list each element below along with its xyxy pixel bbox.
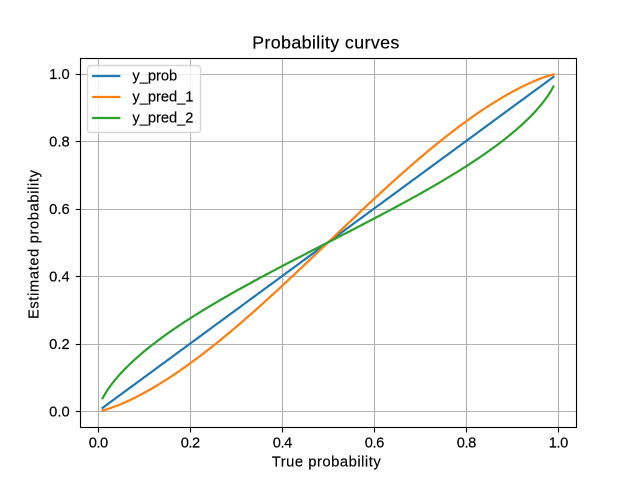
svg-text:0.6: 0.6 (49, 202, 70, 218)
svg-text:0.4: 0.4 (49, 270, 70, 286)
svg-text:0.0: 0.0 (49, 405, 70, 421)
svg-text:0.2: 0.2 (49, 337, 70, 353)
svg-text:0.8: 0.8 (49, 134, 70, 150)
svg-text:1.0: 1.0 (549, 436, 569, 452)
svg-text:0.8: 0.8 (457, 436, 477, 452)
svg-text:0.4: 0.4 (273, 436, 293, 452)
svg-text:y_pred_2: y_pred_2 (132, 111, 193, 127)
svg-text:0.0: 0.0 (89, 436, 109, 452)
svg-text:y_prob: y_prob (132, 69, 177, 85)
svg-text:Probability curves: Probability curves (252, 33, 399, 53)
svg-text:True probability: True probability (272, 455, 382, 471)
svg-text:Estimated probability: Estimated probability (27, 169, 43, 319)
svg-text:0.2: 0.2 (181, 436, 201, 452)
svg-text:y_pred_1: y_pred_1 (132, 90, 193, 106)
svg-text:1.0: 1.0 (49, 67, 70, 83)
svg-text:0.6: 0.6 (365, 436, 385, 452)
